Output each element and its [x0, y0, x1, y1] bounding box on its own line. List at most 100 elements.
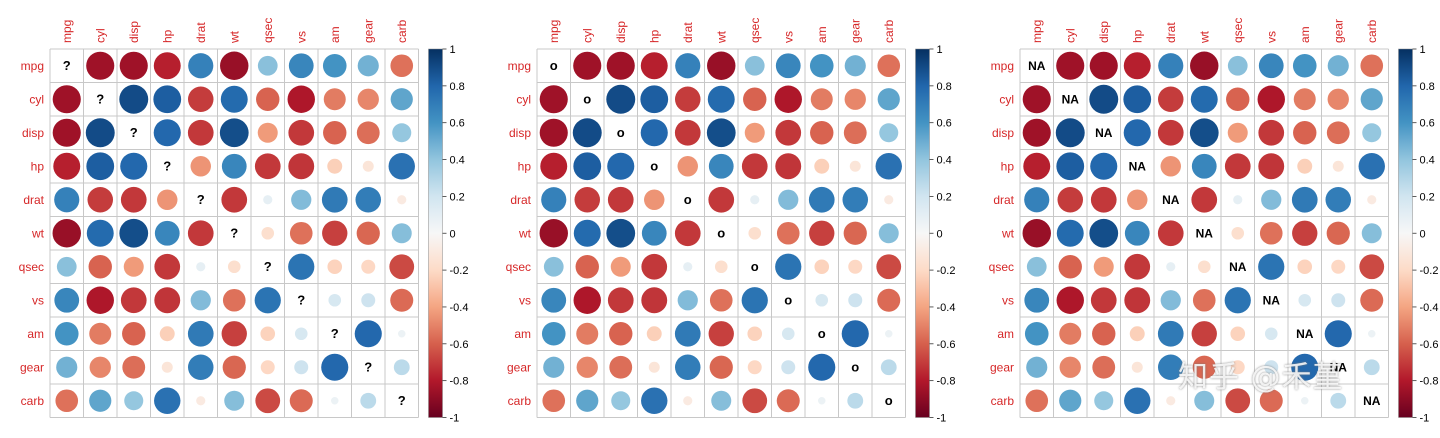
- cell-mpg-drat: [188, 53, 214, 79]
- row-label-disp: disp: [992, 126, 1014, 140]
- cell-carb-hp: [1124, 387, 1151, 414]
- row-label-carb: carb: [991, 394, 1015, 408]
- cell-carb-gear: [1330, 392, 1347, 409]
- cell-qsec-vs: [1258, 253, 1285, 280]
- cell-vs-drat: [1160, 290, 1181, 311]
- cell-am-cyl: [1059, 322, 1082, 345]
- cell-gear-mpg: [543, 356, 565, 378]
- cell-disp-carb: [1362, 123, 1382, 143]
- cell-qsec-am: [327, 259, 343, 275]
- diagonal-label: ?: [331, 326, 339, 341]
- cell-hp-drat: [677, 156, 698, 177]
- cell-carb-mpg: [542, 389, 566, 413]
- cell-hp-disp: [120, 152, 148, 180]
- col-label-qsec: qsec: [748, 18, 762, 43]
- diagonal-label: o: [851, 359, 859, 374]
- cell-carb-cyl: [89, 389, 112, 412]
- cell-mpg-qsec: [257, 55, 278, 76]
- cell-drat-carb: [397, 195, 407, 205]
- col-label-cyl: cyl: [93, 28, 107, 43]
- cell-qsec-carb: [876, 254, 902, 280]
- cell-cyl-qsec: [743, 87, 767, 111]
- cell-disp-qsec: [744, 122, 765, 143]
- cell-drat-mpg: [54, 187, 80, 213]
- cell-carb-gear: [360, 392, 377, 409]
- cell-cyl-vs: [1257, 85, 1285, 113]
- cell-gear-drat: [674, 354, 701, 381]
- row-label-disp: disp: [22, 126, 44, 140]
- cell-hp-cyl: [1056, 152, 1085, 181]
- cell-hp-vs: [1258, 153, 1285, 180]
- cell-carb-qsec: [255, 388, 281, 414]
- cell-disp-drat: [674, 119, 701, 146]
- cell-wt-vs: [776, 221, 800, 245]
- cell-carb-vs: [289, 389, 313, 413]
- cell-carb-am: [1301, 397, 1309, 405]
- diagonal-label: o: [717, 225, 725, 240]
- cell-cyl-carb: [1360, 88, 1383, 111]
- cell-mpg-hp: [640, 52, 668, 80]
- col-label-mpg: mpg: [1030, 20, 1044, 43]
- cell-vs-disp: [607, 287, 634, 314]
- cell-gear-carb: [393, 359, 410, 376]
- cell-drat-vs: [291, 189, 312, 210]
- cell-gear-hp: [161, 361, 173, 373]
- row-label-mpg: mpg: [991, 59, 1014, 73]
- cell-qsec-disp: [610, 256, 631, 277]
- cell-mpg-vs: [775, 53, 801, 79]
- cell-vs-hp: [154, 287, 181, 314]
- cell-wt-disp: [1089, 218, 1119, 248]
- colorbar: [428, 48, 443, 418]
- cell-hp-qsec: [1224, 153, 1251, 180]
- cell-mpg-am: [1292, 53, 1317, 78]
- col-label-cyl: cyl: [580, 28, 594, 43]
- cell-vs-qsec: [741, 287, 768, 314]
- corrplot-panel-2: mpg cyl disp hp drat wt qsec vs am gear carb mpg cyl…: [506, 18, 956, 425]
- cell-qsec-cyl: [1058, 255, 1082, 279]
- cell-gear-vs: [1264, 360, 1279, 375]
- cell-mpg-vs: [1258, 53, 1284, 79]
- cell-wt-hp: [154, 220, 180, 246]
- cell-cyl-gear: [1327, 88, 1349, 110]
- diagonal-label: o: [684, 192, 692, 207]
- col-label-mpg: mpg: [60, 20, 74, 43]
- cell-mpg-disp: [606, 51, 635, 80]
- cell-qsec-gear: [848, 259, 863, 274]
- cell-wt-disp: [119, 218, 149, 248]
- col-label-drat: drat: [1164, 22, 1178, 43]
- colorbar-tick-label: -0.6: [450, 339, 469, 351]
- cell-carb-am: [331, 397, 339, 405]
- cell-vs-am: [815, 293, 829, 307]
- cell-am-mpg: [1024, 321, 1049, 346]
- row-label-drat: drat: [23, 193, 44, 207]
- cell-am-disp: [1092, 322, 1116, 346]
- cell-wt-gear: [356, 221, 380, 245]
- diagonal-label: NA: [1330, 360, 1348, 374]
- cell-am-hp: [646, 326, 662, 342]
- cell-am-disp: [609, 322, 633, 346]
- col-label-drat: drat: [194, 22, 208, 43]
- diagonal-label: NA: [1162, 193, 1180, 207]
- row-label-carb: carb: [508, 394, 532, 408]
- diagonal-label: ?: [63, 58, 71, 73]
- cell-am-carb: [398, 330, 406, 338]
- cell-mpg-carb: [877, 54, 901, 78]
- col-label-wt: wt: [227, 30, 241, 44]
- cell-drat-mpg: [541, 187, 567, 213]
- cell-qsec-disp: [1093, 256, 1114, 277]
- cell-hp-am: [1297, 158, 1313, 174]
- cell-disp-mpg: [52, 118, 81, 147]
- colorbar-tick-label: 0.8: [937, 81, 952, 93]
- cell-wt-am: [1292, 220, 1318, 246]
- diagonal-label: NA: [1263, 293, 1281, 307]
- colorbar-tick-label: 0.2: [1420, 191, 1435, 203]
- cell-drat-carb: [1367, 195, 1377, 205]
- cell-disp-mpg: [1022, 118, 1051, 147]
- cell-mpg-wt: [1190, 51, 1219, 80]
- cell-vs-disp: [120, 287, 147, 314]
- cell-gear-qsec: [1230, 360, 1245, 375]
- row-label-qsec: qsec: [19, 260, 44, 274]
- cell-hp-carb: [388, 153, 415, 180]
- cell-am-wt: [221, 321, 247, 347]
- cell-disp-gear: [1326, 121, 1350, 145]
